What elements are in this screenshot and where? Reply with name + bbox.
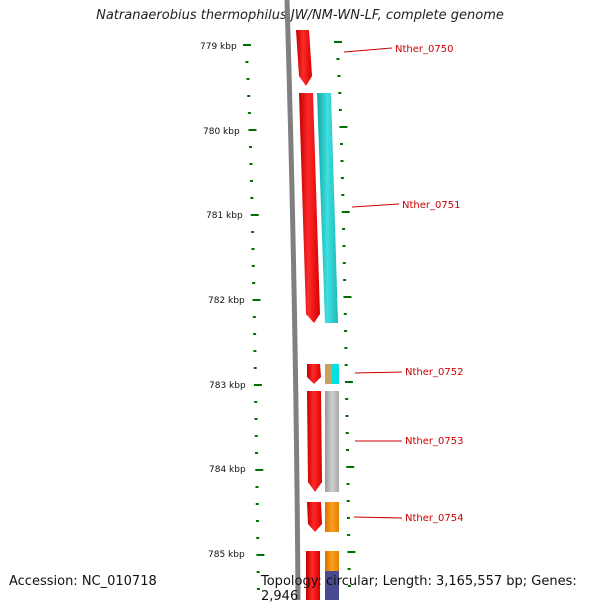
cog-box-next-orange[interactable] <box>325 551 339 571</box>
gene-label-nther-0751[interactable]: Nther_0751 <box>402 200 460 211</box>
accession-text: Accession: NC_010718 <box>9 574 157 589</box>
cog-box-next-purple[interactable] <box>325 571 339 600</box>
kbp-label-783: 783 kbp <box>209 381 246 391</box>
genome-backbone <box>284 0 301 600</box>
gene-arrow-nther-0751[interactable] <box>299 93 320 323</box>
kbp-label-782: 782 kbp <box>208 296 245 306</box>
genome-title: Natranaerobius thermophilus JW/NM-WN-LF,… <box>96 8 504 23</box>
kbp-label-779: 779 kbp <box>200 42 237 52</box>
gene-label-nther-0754[interactable]: Nther_0754 <box>405 513 463 524</box>
cog-box-nther-0751[interactable] <box>317 93 338 323</box>
kbp-label-784: 784 kbp <box>209 465 246 475</box>
kbp-label-780: 780 kbp <box>203 127 240 137</box>
cog-box-nther-0752-a[interactable] <box>325 364 332 384</box>
gene-label-nther-0750[interactable]: Nther_0750 <box>395 44 453 55</box>
gene-features <box>296 30 339 600</box>
gene-arrow-nther-0754[interactable] <box>307 502 322 532</box>
kbp-ticks <box>243 41 356 590</box>
gene-arrow-nther-0753[interactable] <box>307 391 322 492</box>
cog-box-nther-0754[interactable] <box>325 502 339 532</box>
kbp-label-785: 785 kbp <box>208 550 245 560</box>
gene-label-nther-0753[interactable]: Nther_0753 <box>405 436 463 447</box>
gene-label-nther-0752[interactable]: Nther_0752 <box>405 367 463 378</box>
gene-arrow-nther-0750[interactable] <box>296 30 312 86</box>
kbp-label-781: 781 kbp <box>206 211 243 221</box>
gene-arrow-next[interactable] <box>306 551 320 600</box>
cog-box-nther-0753[interactable] <box>325 391 339 492</box>
gene-arrow-nther-0752[interactable] <box>307 364 321 384</box>
cog-box-nther-0752-b[interactable] <box>332 364 339 384</box>
gene-label-lines <box>343 47 403 519</box>
